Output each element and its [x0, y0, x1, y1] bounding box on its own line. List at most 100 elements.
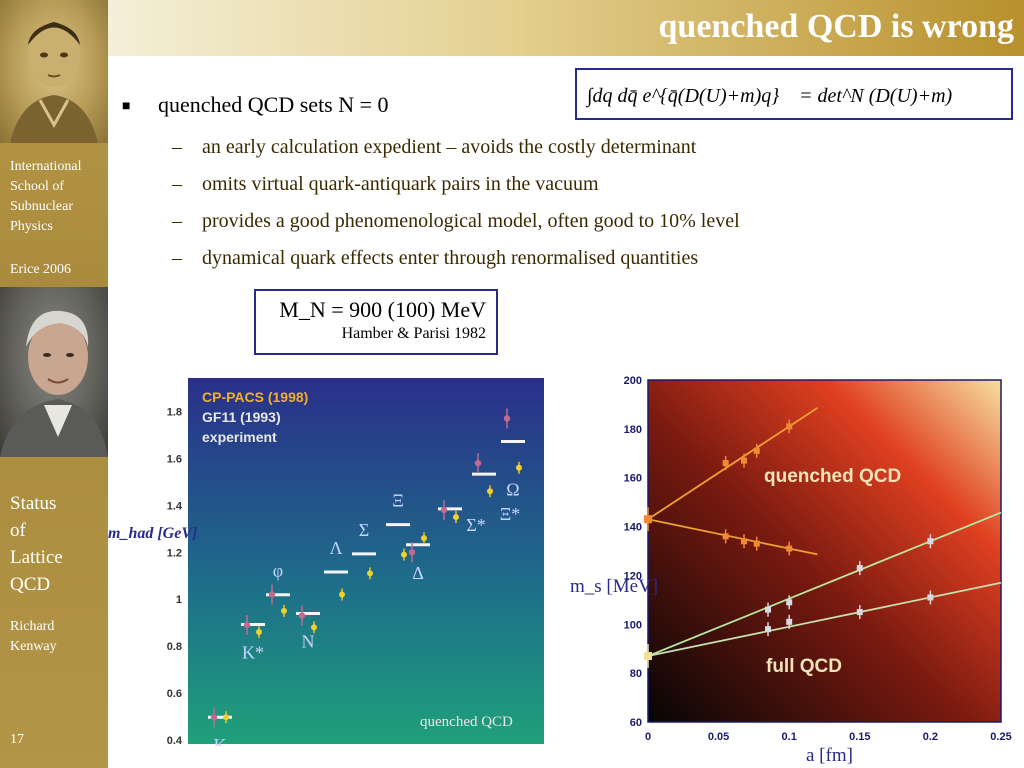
gf11-point [516, 464, 522, 471]
sub-bullet-text: an early calculation expedient – avoids … [202, 136, 697, 158]
gf11-point [367, 570, 373, 577]
y-tick-label: 1.6 [167, 453, 182, 465]
cp-pacs-point [408, 549, 416, 556]
dash-bullet-icon: – [172, 173, 182, 195]
dash-bullet-icon: – [172, 247, 182, 269]
x-axis-label: a [fm] [806, 745, 853, 766]
data-point [741, 457, 748, 464]
x-tick-label: 0.05 [708, 731, 729, 743]
main-bullet: ■ quenched QCD sets N = 0 [122, 92, 389, 118]
strange-quark-mass-chart: 0 0.05 0.1 0.15 0.2 0.25 60 80 100 120 140 160 180 20… [560, 372, 1022, 766]
y-tick-label: 0.6 [167, 688, 182, 700]
cp-pacs-point [268, 591, 276, 598]
x-tick-label: 0 [645, 731, 651, 743]
y-tick-label: 1.2 [167, 547, 182, 559]
formula-lhs: ∫dq dq̄ e^{q̄(D(U)+m)q} [585, 85, 779, 108]
sub-bullet: – an early calculation expedient – avoids… [172, 136, 696, 159]
talk-topic: Status of Lattice QCD [10, 493, 63, 595]
data-point [722, 460, 729, 467]
legend-cp-pacs: CP-PACS (1998) [202, 389, 308, 405]
x-tick-label: 0.25 [990, 731, 1011, 743]
data-point [722, 533, 729, 540]
cp-pacs-point [298, 612, 306, 619]
particle-label: Σ [359, 520, 369, 540]
y-tick-label: 80 [630, 668, 642, 680]
y-tick-label: 1.4 [167, 500, 183, 512]
sub-bullet-text: dynamical quark effects enter through re… [202, 247, 699, 269]
cp-pacs-point [474, 459, 482, 467]
y-tick-label: 0.8 [167, 641, 182, 653]
y-tick-label: 1.8 [167, 406, 182, 418]
data-point [786, 618, 793, 625]
particle-label: K* [242, 643, 264, 663]
sub-bullet: – provides a good phenomenological model,… [172, 210, 740, 233]
y-tick-label: 60 [630, 717, 642, 729]
school-name: International School of Subnuclear Physi… [10, 159, 82, 234]
cp-pacs-point [243, 621, 251, 629]
particle-label: Λ [329, 538, 342, 558]
fit-line [647, 511, 1002, 657]
legend-gf11: GF11 (1993) [202, 409, 281, 425]
continuum-point [644, 515, 652, 524]
particle-label: φ [273, 561, 283, 581]
y-tick-label: 140 [624, 522, 642, 534]
plot-frame [647, 379, 1002, 723]
particle-label: Ξ [392, 491, 404, 511]
data-point [927, 538, 934, 545]
nucleon-mass-result: M_N = 900 (100) MeV [279, 297, 486, 322]
sub-bullet-text: provides a good phenomenological model, … [202, 210, 740, 232]
author-name: Richard Kenway [10, 619, 57, 654]
data-point [765, 606, 772, 613]
gf11-point [487, 488, 493, 495]
x-tick-label: 0.2 [923, 731, 938, 743]
x-tick-label: 0.1 [782, 731, 797, 743]
determinant-formula-box: ∫dq dq̄ e^{q̄(D(U)+m)q} = det^N (D(U)+m) [575, 68, 1013, 120]
cp-pacs-point [210, 714, 218, 721]
title-bar: quenched QCD is wrong [108, 0, 1024, 56]
data-point [753, 447, 760, 454]
gf11-point [339, 591, 345, 598]
fit-line [647, 581, 1002, 657]
plot-area [648, 380, 1001, 722]
continuum-point [644, 652, 652, 661]
slide-title: quenched QCD is wrong [658, 8, 1015, 45]
dash-bullet-icon: – [172, 136, 182, 158]
y-axis-label: m_had [GeV] [108, 525, 197, 542]
sub-bullet: – omits virtual quark-antiquark pairs in … [172, 173, 599, 196]
data-point [786, 545, 793, 552]
nucleon-mass-result-box: M_N = 900 (100) MeV Hamber & Parisi 1982 [254, 289, 498, 355]
particle-label: Ξ* [500, 504, 521, 524]
gf11-point [256, 629, 262, 636]
data-point [927, 594, 934, 601]
particle-label: Δ [412, 563, 424, 583]
data-point [786, 423, 793, 430]
data-point [753, 540, 760, 547]
gf11-point [453, 514, 459, 521]
formula-rhs: = det^N (D(U)+m) [799, 85, 953, 107]
y-tick-label: 1 [176, 594, 182, 606]
square-bullet-icon: ■ [122, 98, 131, 114]
sub-bullet: – dynamical quark effects enter through r… [172, 247, 698, 270]
gf11-point [421, 535, 427, 542]
particle-label: N [302, 632, 315, 652]
plot-area [188, 378, 544, 744]
y-tick-label: 100 [624, 619, 642, 631]
page-number: 17 [10, 732, 24, 747]
data-point [786, 599, 793, 606]
chart-annotation: quenched QCD [420, 714, 513, 730]
particle-label: Σ* [466, 515, 485, 535]
gf11-point [223, 714, 229, 721]
particle-label: Ω [506, 480, 519, 500]
data-point [856, 609, 863, 616]
sidebar: International School of Subnuclear Physi… [0, 0, 108, 768]
y-tick-label: 0.4 [167, 735, 183, 746]
data-point [765, 626, 772, 633]
particle-label: K [214, 735, 227, 746]
gf11-point [311, 624, 317, 631]
portrait-photo-young [0, 0, 108, 143]
full-qcd-annotation: full QCD [766, 656, 842, 677]
legend-experiment: experiment [202, 429, 277, 445]
data-point [856, 565, 863, 572]
cp-pacs-point [440, 506, 448, 514]
